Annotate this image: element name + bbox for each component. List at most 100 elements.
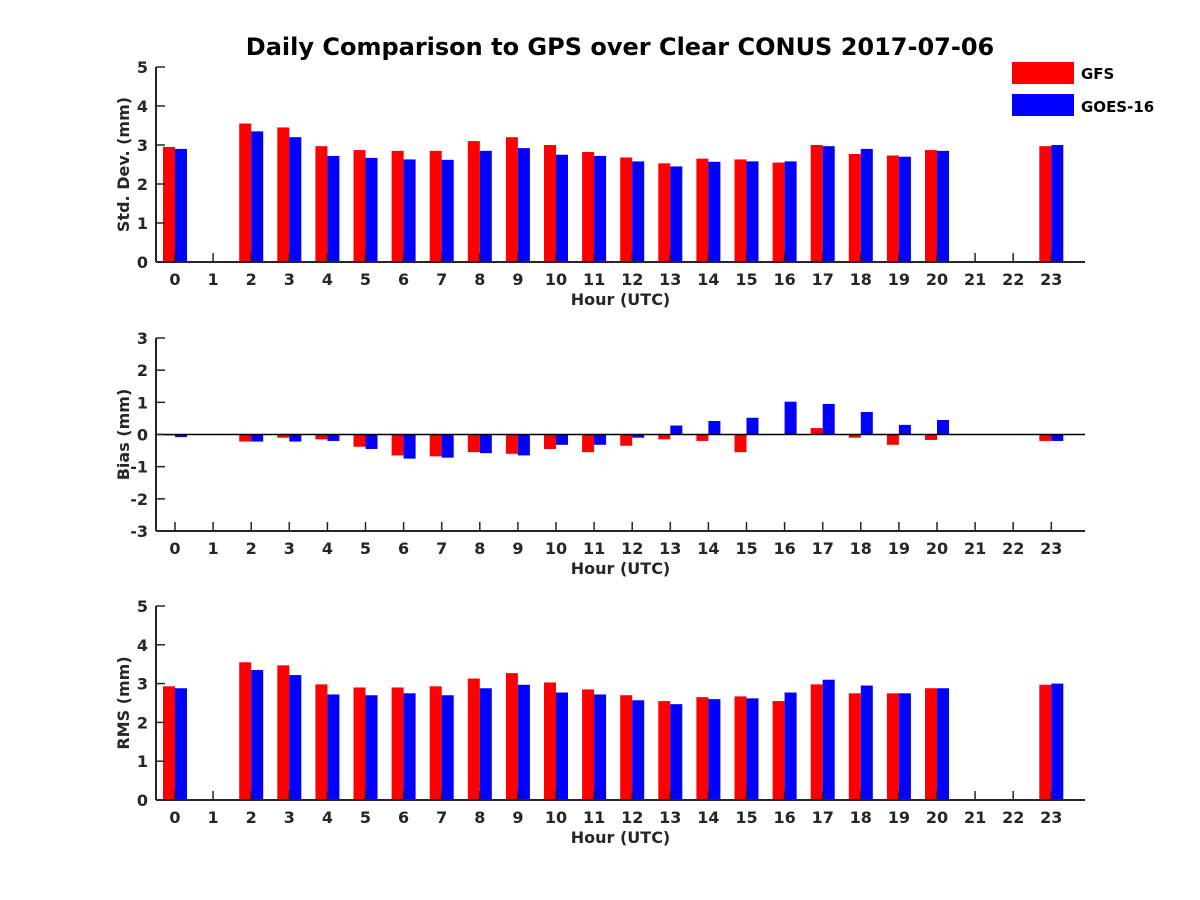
bar-gfs-h7 (429, 434, 442, 457)
x-tick-label: 23 (1040, 539, 1062, 558)
bar-gfs-h10 (544, 145, 556, 262)
bar-goes16-h4 (327, 155, 340, 262)
y-tick-label: 1 (137, 214, 148, 233)
bar-goes16-h0 (175, 148, 187, 262)
x-tick-label: 18 (850, 270, 872, 289)
x-tick-label: 18 (850, 539, 872, 558)
bar-gfs-h5 (353, 434, 366, 447)
x-tick-label: 19 (888, 270, 910, 289)
bar-goes16-h10 (556, 434, 568, 445)
y-tick-label: 5 (137, 58, 148, 77)
bar-goes16-h9 (517, 434, 530, 456)
bar-goes16-h12 (632, 161, 645, 262)
bar-goes16-h7 (441, 695, 454, 800)
bar-gfs-h13 (658, 163, 671, 262)
x-tick-label: 21 (964, 539, 986, 558)
x-tick-label: 1 (208, 808, 219, 827)
x-tick-label: 4 (322, 808, 333, 827)
bar-goes16-h15 (746, 698, 759, 800)
legend-label-goes16: GOES-16 (1081, 98, 1154, 116)
bar-gfs-h2 (239, 434, 252, 442)
x-tick-label: 8 (474, 808, 485, 827)
x-tick-label: 11 (583, 270, 605, 289)
bar-gfs-h15 (734, 434, 747, 453)
x-tick-label: 3 (284, 539, 295, 558)
bar-gfs-h16 (772, 701, 785, 800)
x-tick-label: 6 (398, 539, 409, 558)
bar-goes16-h10 (556, 692, 568, 800)
bar-gfs-h18 (848, 153, 861, 262)
bar-gfs-h19 (886, 155, 899, 262)
x-tick-label: 16 (773, 539, 795, 558)
bar-goes16-h19 (898, 156, 911, 262)
y-tick-label: 4 (137, 636, 148, 655)
bar-goes16-h8 (479, 150, 492, 262)
bar-goes16-h2 (251, 131, 264, 262)
bar-gfs-h7 (429, 686, 442, 800)
y-tick-label: 2 (137, 361, 148, 380)
bar-gfs-h2 (239, 123, 252, 262)
y-axis-label: Std. Dev. (mm) (114, 97, 133, 232)
bar-gfs-h17 (810, 428, 823, 435)
y-tick-label: 2 (137, 713, 148, 732)
bar-gfs-h7 (429, 150, 442, 262)
bar-gfs-h20 (925, 434, 937, 440)
bar-gfs-h19 (886, 434, 899, 445)
x-tick-label: 13 (659, 539, 681, 558)
bar-gfs-h14 (696, 434, 709, 441)
bar-gfs-h18 (848, 434, 861, 438)
x-tick-label: 5 (360, 808, 371, 827)
x-tick-label: 0 (169, 539, 180, 558)
bar-goes16-h11 (594, 155, 607, 262)
bar-goes16-h16 (784, 401, 797, 435)
bar-gfs-h15 (734, 696, 747, 800)
bar-goes16-h16 (784, 692, 797, 800)
bar-goes16-h14 (708, 420, 721, 435)
x-tick-label: 16 (773, 808, 795, 827)
bar-goes16-h5 (365, 157, 378, 262)
bar-gfs-h5 (353, 687, 366, 800)
bar-goes16-h23 (1051, 683, 1064, 800)
x-tick-label: 20 (926, 808, 948, 827)
x-axis-label: Hour (UTC) (571, 290, 671, 309)
bar-gfs-h9 (505, 434, 518, 454)
bar-goes16-h10 (556, 154, 568, 262)
x-tick-label: 15 (735, 808, 757, 827)
x-tick-label: 14 (697, 270, 719, 289)
x-tick-label: 4 (322, 539, 333, 558)
bar-gfs-h6 (391, 434, 404, 456)
bar-goes16-h8 (479, 434, 492, 454)
bar-goes16-h6 (403, 693, 416, 800)
y-tick-label: 3 (137, 136, 148, 155)
bar-goes16-h6 (403, 159, 416, 262)
bar-gfs-h20 (925, 150, 937, 262)
x-tick-label: 17 (812, 270, 834, 289)
y-tick-label: 0 (137, 253, 148, 272)
y-tick-label: 2 (137, 175, 148, 194)
bar-gfs-h4 (315, 684, 328, 800)
bar-gfs-h23 (1039, 684, 1052, 800)
x-tick-label: 8 (474, 270, 485, 289)
y-tick-label: 5 (137, 597, 148, 616)
x-tick-label: 22 (1002, 808, 1024, 827)
x-tick-label: 10 (545, 539, 567, 558)
bar-goes16-h6 (403, 434, 416, 459)
bar-gfs-h16 (772, 162, 785, 262)
bar-goes16-h15 (746, 161, 759, 262)
x-tick-label: 2 (246, 539, 257, 558)
bar-goes16-h13 (670, 704, 683, 800)
bar-goes16-h20 (937, 150, 949, 262)
x-tick-label: 9 (512, 270, 523, 289)
bar-goes16-h18 (860, 685, 873, 800)
bar-goes16-h7 (441, 159, 454, 262)
x-tick-label: 7 (436, 808, 447, 827)
bar-goes16-h20 (937, 688, 949, 800)
x-tick-label: 16 (773, 270, 795, 289)
x-tick-label: 1 (208, 270, 219, 289)
bar-goes16-h3 (289, 434, 302, 442)
bar-gfs-h10 (544, 682, 556, 800)
bar-goes16-h5 (365, 434, 378, 449)
